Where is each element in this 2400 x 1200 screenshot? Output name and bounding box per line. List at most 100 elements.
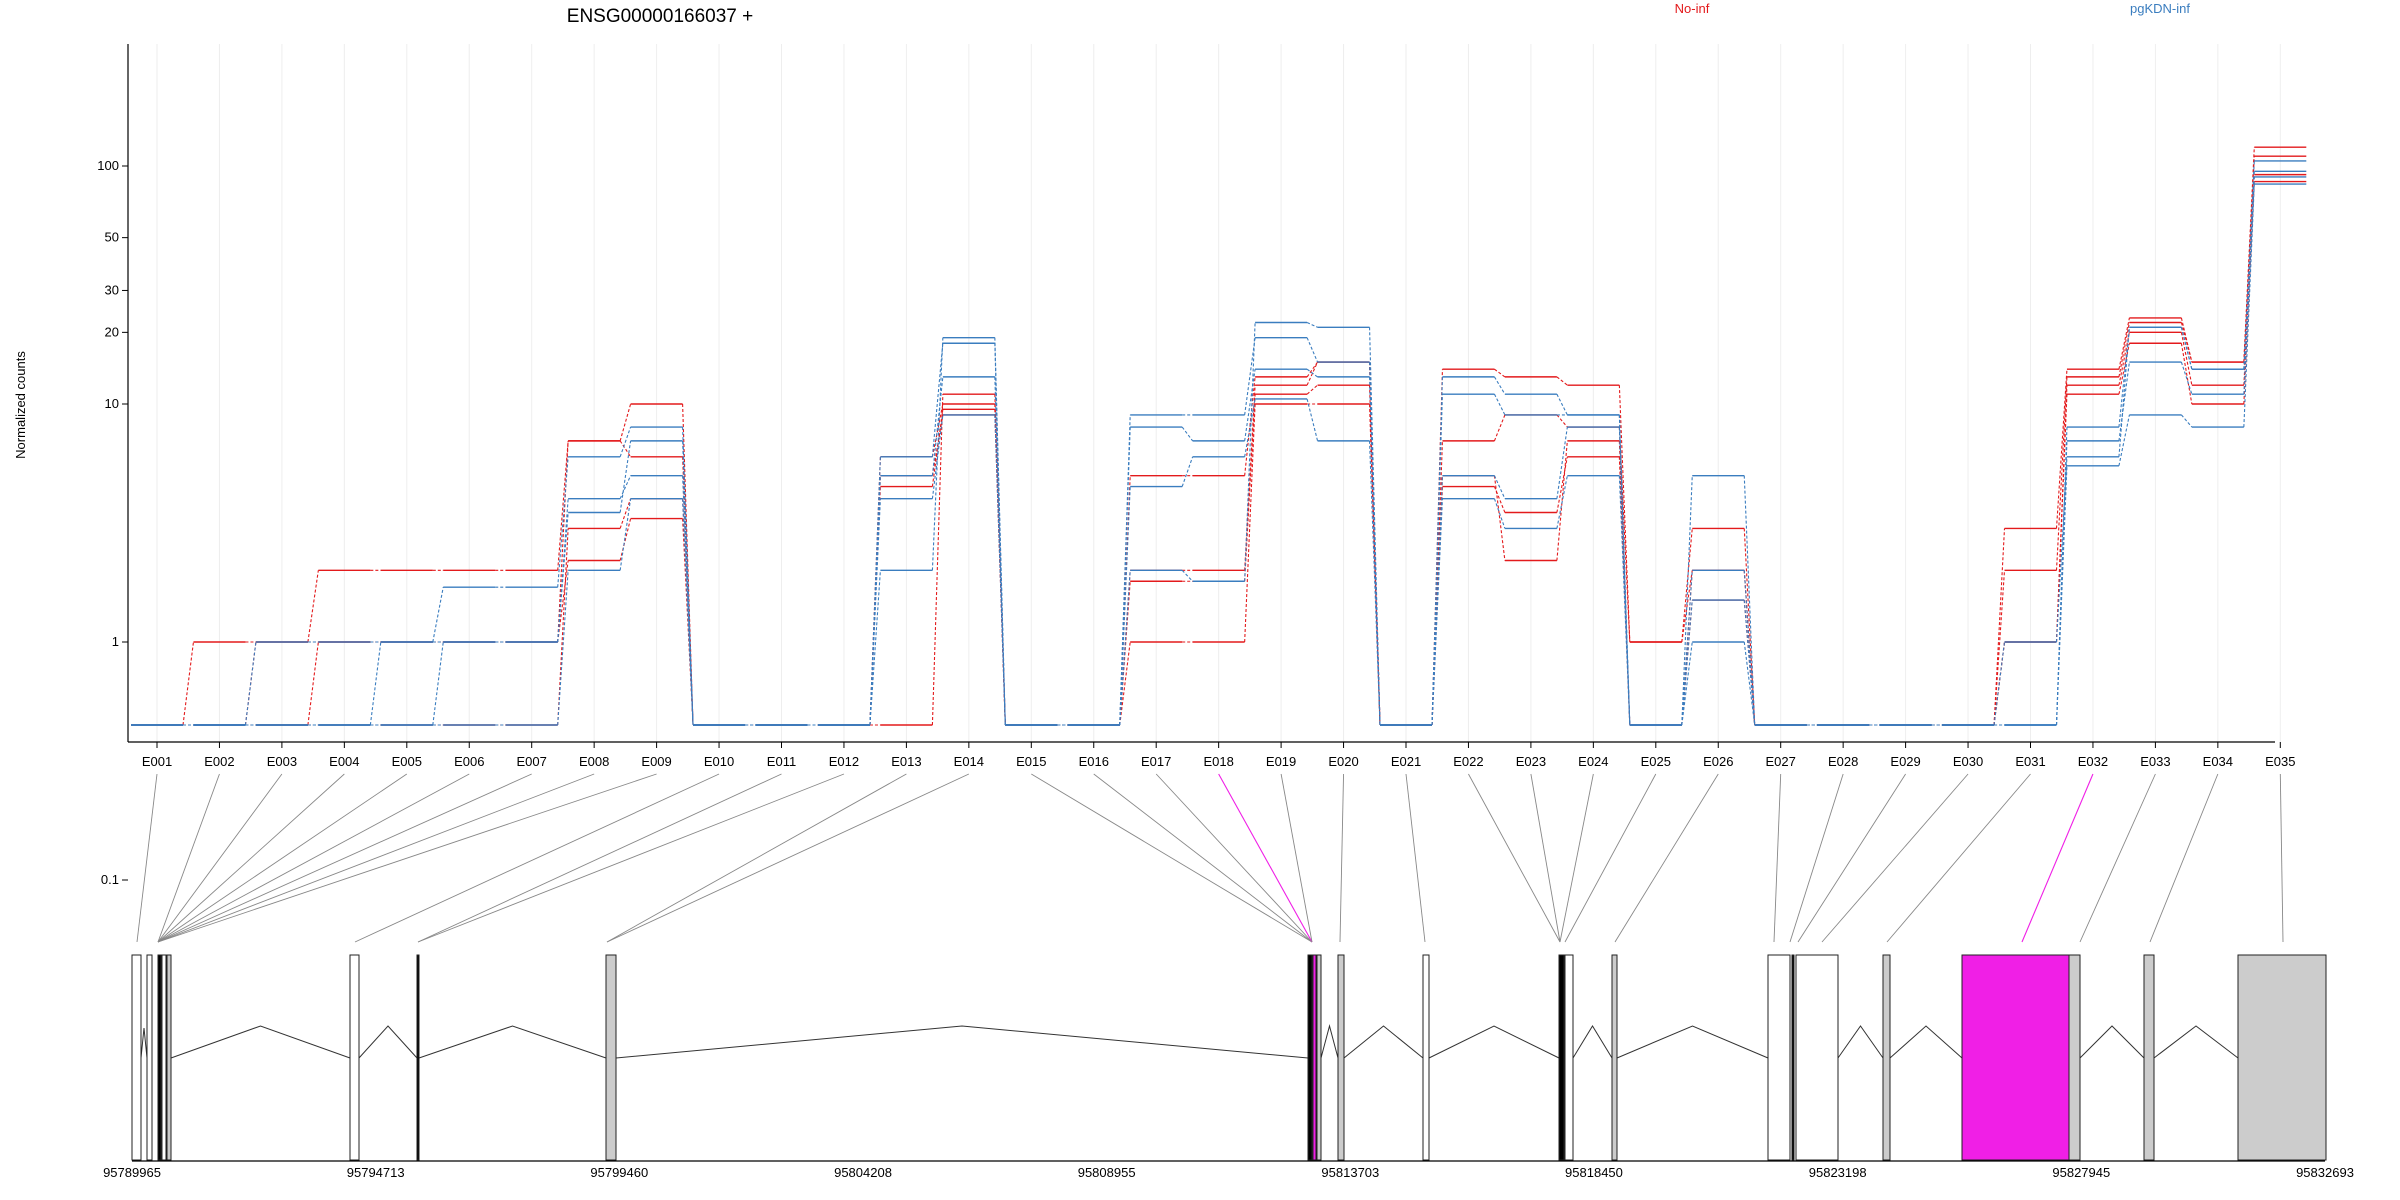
- exon-block-21: [2068, 954, 2081, 1161]
- genomic-tick-label: 95813703: [1321, 1165, 1379, 1180]
- series-line-pgkdn-inf-7: [131, 183, 2307, 726]
- series-connector: [1681, 600, 1693, 726]
- series-connector: [1493, 475, 1506, 561]
- x-tick-label-E017: E017: [1141, 754, 1171, 769]
- intron-12: [2079, 1025, 2145, 1059]
- connector-E022: [1468, 773, 1561, 943]
- x-tick-label-E014: E014: [954, 754, 984, 769]
- series-connector: [432, 641, 444, 726]
- intron-2: [358, 1025, 418, 1059]
- series-connector: [2180, 414, 2193, 428]
- connector-E033: [2079, 773, 2156, 943]
- connector-E030: [1821, 773, 1969, 943]
- series-connector: [2055, 456, 2068, 643]
- series-connector: [1306, 368, 1318, 378]
- series-connector: [2118, 317, 2130, 370]
- series-connector: [619, 440, 632, 458]
- connector-E002: [157, 773, 220, 943]
- connector-E011: [417, 773, 782, 943]
- series-connector: [1681, 570, 1693, 643]
- series-connector: [1244, 394, 1256, 582]
- x-tick-label-E015: E015: [1016, 754, 1046, 769]
- series-connector: [931, 409, 944, 487]
- exon-block-0: [131, 954, 142, 1161]
- series-connector: [994, 414, 1006, 726]
- connector-E003: [157, 773, 283, 943]
- series-lines: [131, 146, 2307, 726]
- legend-label-pgkdn-inf: pgKDN-inf: [2130, 1, 2190, 16]
- x-tick-label-E032: E032: [2078, 754, 2108, 769]
- series-connector: [2243, 156, 2255, 363]
- exon-block-5: [349, 954, 360, 1161]
- intron-0: [140, 1027, 148, 1059]
- series-connector: [307, 570, 319, 643]
- connector-E009: [157, 773, 657, 943]
- y-tick-label: 30: [105, 282, 119, 297]
- exon-block-7: [605, 954, 617, 1161]
- series-connector: [1493, 498, 1506, 529]
- series-connector: [931, 414, 944, 499]
- series-connector: [1493, 414, 1506, 442]
- series-connector: [369, 641, 382, 726]
- series-connector: [557, 440, 569, 643]
- series-connector: [2118, 343, 2130, 395]
- series-connector: [1369, 385, 1381, 726]
- exon-block-9: [1312, 954, 1317, 1161]
- series-connector: [2118, 327, 2130, 428]
- x-tick-label-E012: E012: [829, 754, 859, 769]
- connector-E031: [1886, 773, 2031, 943]
- x-tick-label-E016: E016: [1079, 754, 1109, 769]
- series-connector: [1306, 337, 1319, 363]
- x-axis: E001 E002 E003 E004 E005 E006 E007 E008 E009 E010…: [128, 741, 2295, 769]
- y-tick-label: 0.1: [101, 872, 119, 887]
- x-tick-label-E030: E030: [1953, 754, 1983, 769]
- legend-label-no-inf: No-inf: [1675, 1, 1710, 16]
- series-connector: [1993, 570, 2006, 726]
- exon-block-15: [1611, 954, 1618, 1161]
- exon-block-13: [1558, 954, 1565, 1161]
- connector-E034: [2149, 773, 2219, 943]
- genomic-tick-label: 95818450: [1565, 1165, 1623, 1180]
- intron-7: [1428, 1025, 1560, 1059]
- x-tick-label-E007: E007: [517, 754, 547, 769]
- exon-block-10: [1316, 954, 1322, 1161]
- connector-E014: [606, 773, 970, 943]
- series-connector: [1743, 570, 1756, 726]
- connector-E021: [1405, 773, 1426, 943]
- y-axis: 0.1 1 10 20 30 50 100: [97, 44, 129, 887]
- connector-E029: [1797, 773, 1906, 943]
- connector-E017: [1155, 773, 1313, 943]
- series-connector: [682, 498, 694, 726]
- series-connector: [1493, 486, 1506, 513]
- series-connector: [1494, 368, 1506, 378]
- connector-E005: [157, 773, 408, 943]
- exon-block-2: [157, 954, 162, 1161]
- series-connector: [619, 426, 632, 457]
- series-connector: [2055, 385, 2068, 643]
- exon-block-1: [146, 954, 153, 1161]
- series-connector: [557, 440, 569, 571]
- series-connector: [2180, 327, 2193, 370]
- exon-block-22: [2143, 954, 2155, 1161]
- series-connector: [869, 570, 881, 726]
- connector-E008: [157, 773, 595, 943]
- exon-block-14: [1564, 954, 1574, 1161]
- series-connector: [2118, 327, 2130, 457]
- series-connector: [1743, 600, 1756, 726]
- series-connector: [1431, 394, 1443, 726]
- x-tick-label-E001: E001: [142, 754, 172, 769]
- series-connector: [2055, 427, 2068, 726]
- series-connector: [1431, 498, 1443, 726]
- x-tick-label-E033: E033: [2140, 754, 2170, 769]
- x-tick-label-E025: E025: [1641, 754, 1671, 769]
- connector-E015: [1031, 773, 1313, 943]
- y-tick-label: 100: [97, 158, 119, 173]
- genomic-tick-label: 95832693: [2296, 1165, 2354, 1180]
- series-connector: [1306, 398, 1319, 441]
- chart-title: ENSG00000166037 +: [567, 6, 753, 27]
- intron-11: [1889, 1025, 1963, 1059]
- series-connector: [2118, 414, 2130, 466]
- series-connector: [1618, 385, 1631, 643]
- series-connector: [1556, 376, 1568, 386]
- series-connector: [1181, 569, 1194, 582]
